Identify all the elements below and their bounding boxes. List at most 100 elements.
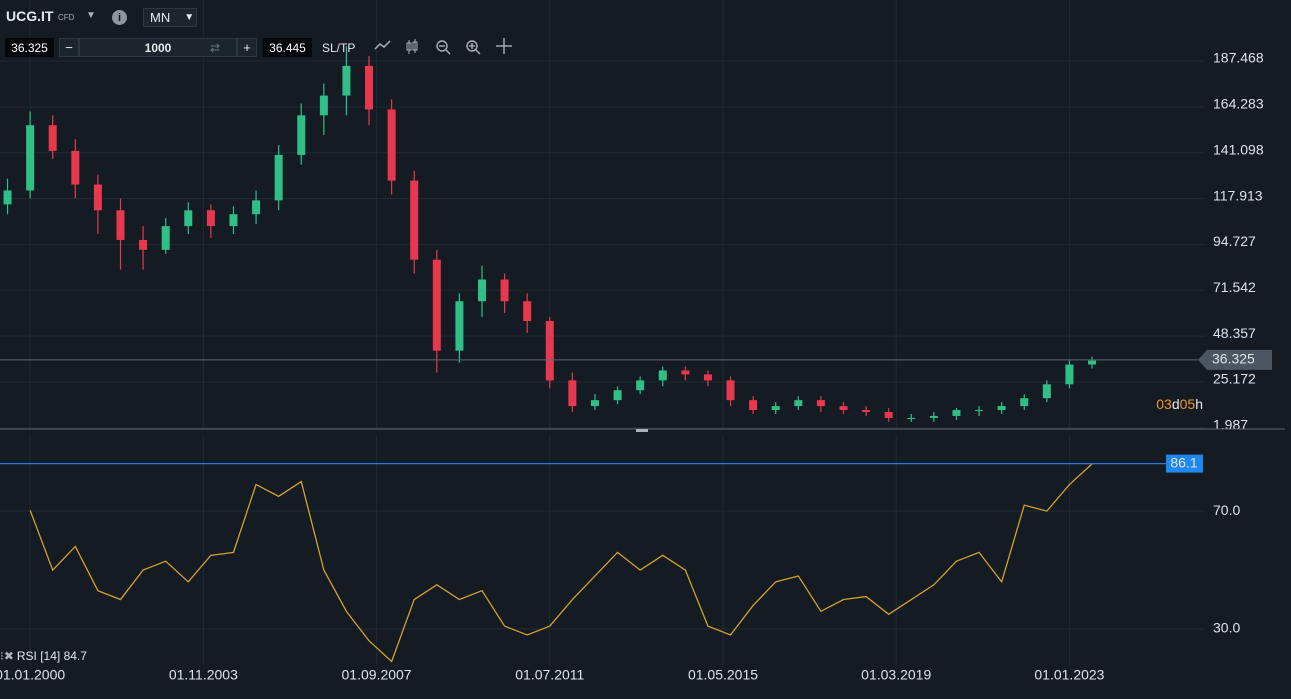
x-tick-label: 01.05.2015 [688,667,758,683]
timeframe[interactable]: MN ▼ [143,8,197,27]
candle-body [387,109,396,181]
y-tick-label: 48.357 [1213,325,1256,341]
y-tick-label: 117.913 [1213,187,1263,203]
y-tick-label: 70.0 [1213,502,1240,518]
candle-body [229,214,238,227]
countdown-part: d [1172,396,1180,412]
candle-body [432,259,441,351]
y-tick-label: 187.468 [1213,50,1264,66]
candle-tool-icon[interactable] [406,39,418,54]
candle-body [1088,360,1097,365]
candle-body [297,115,306,155]
y-tick-label: 30.0 [1213,620,1240,636]
candle-body [93,184,102,211]
candle-body [590,400,599,407]
candle-body [545,321,554,381]
candle-body [478,279,486,302]
candle-body [658,370,667,381]
candle-body [26,125,35,191]
sl-tp-button[interactable]: SL/TP [322,40,356,55]
candle-body [975,410,984,412]
zoom-in-icon[interactable] [466,40,481,55]
candle-body [274,154,283,201]
candle-body [500,279,509,302]
candle-body [184,210,193,227]
symbol[interactable]: UCG.IT [6,8,54,24]
last-price-tag [1198,349,1272,370]
dropdown-arrow: ▼ [184,12,195,23]
candle-body [726,380,735,401]
symbol-dropdown[interactable]: ▼ [86,9,96,21]
countdown-part: 03 [1156,396,1172,412]
x-tick-label: 01.01.2000 [0,667,65,683]
candle-body [771,406,780,411]
candle-body [952,410,961,416]
y-tick-label: 164.283 [1213,96,1264,112]
candle-body [206,210,215,227]
rsi-line [29,463,1093,663]
candle-body [884,412,893,418]
candle-body [252,200,261,215]
candle-body [3,190,12,205]
candle-body [703,374,712,381]
countdown-part: h [1195,396,1203,412]
y-tick-label: 94.727 [1213,233,1256,249]
candle-body [523,301,532,322]
last-price-label: 36.325 [1212,351,1255,367]
candle-body [342,65,351,96]
candle-body [71,150,80,185]
candle-body [365,65,374,110]
candle-body [139,239,148,250]
y-tick-label: 141.098 [1213,141,1264,157]
y-tick-label: 1.987 [1213,417,1248,433]
candle-body [116,210,125,240]
countdown: 03d05h [1156,396,1203,412]
countdown-part: 05 [1180,396,1196,412]
candle-body [929,415,938,418]
x-tick-label: 01.11.2003 [169,667,238,683]
candle-body [410,180,419,260]
candle-body [794,400,803,407]
x-tick-label: 01.03.2019 [861,667,931,683]
candle-body [48,125,57,151]
tool-icons [374,38,512,55]
candle-body [1020,398,1029,407]
candle-body [839,406,848,411]
increase-button[interactable]: + [237,38,257,57]
pane-handle[interactable] [636,429,648,432]
candle-body [681,370,690,375]
candle-body [997,406,1006,411]
candle-body [1042,384,1051,399]
decrease-button[interactable]: − [59,38,79,57]
candle-body [907,417,916,419]
rsi-value-tag [1166,454,1203,473]
candle-body [749,400,758,411]
x-tick-label: 01.07.2011 [515,667,584,683]
candle-body [636,380,645,391]
candle-body [816,400,825,407]
info-icon[interactable]: i [112,10,127,25]
y-tick-label: 71.542 [1213,279,1256,295]
move-icon[interactable] [496,38,512,54]
rsi-legend: ⁝✖ RSI [14] 84.7 [0,648,87,664]
candle-body [455,301,464,351]
quantity-input[interactable]: 1000 [79,38,237,57]
candle-body [161,226,170,250]
rsi-icons[interactable]: ⁝✖ [0,649,14,663]
line-tool-icon[interactable] [374,40,391,50]
zoom-out-icon[interactable] [436,40,451,55]
candle-body [1065,364,1074,385]
x-tick-label: 01.01.2023 [1034,667,1104,683]
candle-body [568,380,577,407]
rsi-value-label: 86.1 [1170,454,1197,470]
candle-body [613,390,622,401]
symbol-type: CFD [58,12,75,22]
y-tick-label: 25.172 [1213,371,1256,387]
ask-price[interactable]: 36.445 [263,38,312,57]
rsi-label: RSI [14] 84.7 [16,649,87,663]
candle-body [319,95,328,116]
bid-price[interactable]: 36.325 [5,38,54,57]
swap-icon[interactable]: ⇄ [210,41,221,55]
